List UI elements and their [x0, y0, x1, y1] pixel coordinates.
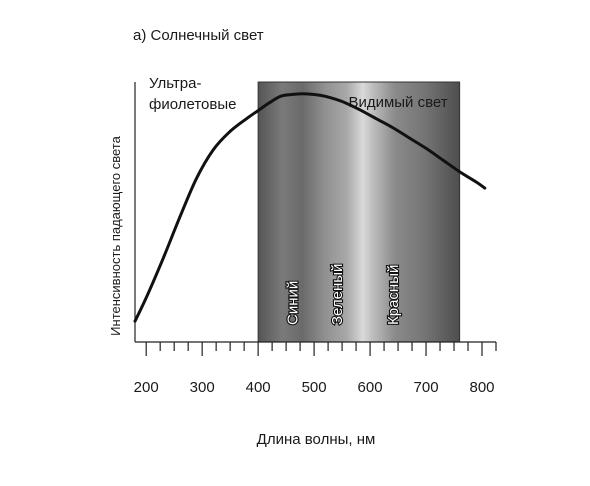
x-tick-label: 800 [469, 379, 494, 396]
ultraviolet-label-line: фиолетовые [149, 96, 236, 113]
chart-title: а) Солнечный свет [133, 27, 264, 44]
x-tick-label: 400 [246, 379, 271, 396]
color-band-labels: Синий Зеленый Красный [283, 262, 403, 326]
x-tick-label: 700 [414, 379, 439, 396]
band-label-Зеленый: Зеленый [329, 264, 346, 325]
x-tick-label: 600 [358, 379, 383, 396]
x-tick-label: 300 [190, 379, 215, 396]
x-axis-tick-labels: 200 300 400 500 600 700 800 [134, 379, 495, 396]
ultraviolet-label-line: Ультра- [149, 75, 201, 92]
band-label-Красный: Красный [385, 265, 402, 325]
x-axis-ticks [145, 342, 497, 356]
x-axis-label: Длина волны, нм [257, 431, 376, 448]
x-tick-label: 500 [302, 379, 327, 396]
visible-light-label: Видимый свет [348, 94, 447, 111]
visible-light-band [257, 81, 461, 343]
intensity-curve [133, 92, 487, 323]
band-label-Синий: Синий [284, 281, 301, 325]
x-tick-label: 200 [134, 379, 159, 396]
y-axis-label: Интенсивность падающего света [108, 135, 123, 335]
ultraviolet-label: Ультра-фиолетовые [149, 75, 236, 113]
